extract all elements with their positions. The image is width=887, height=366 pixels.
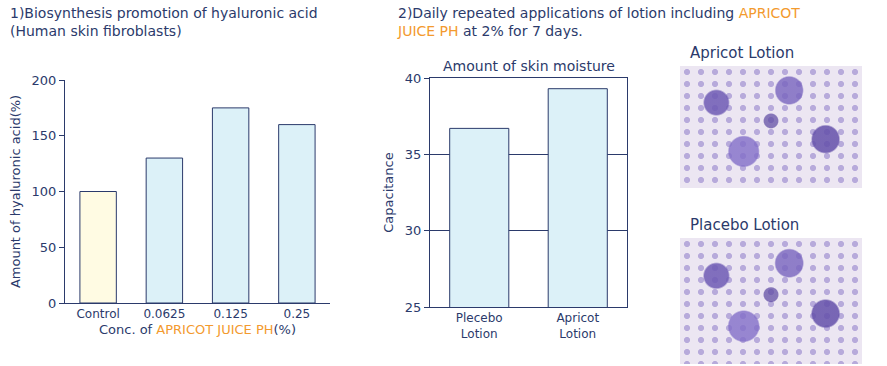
svg-text:Control: Control — [76, 307, 119, 321]
svg-text:150: 150 — [32, 128, 57, 143]
svg-text:PleceboLotion: PleceboLotion — [456, 311, 503, 341]
svg-text:0: 0 — [48, 296, 56, 311]
svg-text:ApricotLotion: ApricotLotion — [556, 311, 599, 341]
svg-text:0.125: 0.125 — [213, 307, 247, 321]
svg-text:1)Biosynthesis promotion of hy: 1)Biosynthesis promotion of hyaluronic a… — [10, 5, 318, 39]
svg-text:2)Daily repeated applications: 2)Daily repeated applications of lotion … — [397, 5, 800, 39]
html-text:Placebo Lotion: Placebo Lotion — [690, 216, 800, 234]
html-text:Apricot Lotion: Apricot Lotion — [690, 44, 795, 62]
svg-text:35: 35 — [405, 147, 422, 162]
svg-text:40: 40 — [405, 71, 422, 86]
svg-text:Conc. of APRICOT JUICE PH(%): Conc. of APRICOT JUICE PH(%) — [99, 322, 296, 337]
svg-text:Capacitance: Capacitance — [381, 152, 396, 232]
svg-text:Amount of skin moisture: Amount of skin moisture — [443, 58, 615, 74]
svg-text:0.25: 0.25 — [284, 307, 311, 321]
svg-text:100: 100 — [32, 184, 57, 199]
svg-text:50: 50 — [40, 240, 57, 255]
svg-text:200: 200 — [32, 73, 57, 88]
svg-text:Amount of hyaluronic acid(%): Amount of hyaluronic acid(%) — [8, 95, 23, 288]
svg-text:30: 30 — [405, 223, 422, 238]
svg-text:0.0625: 0.0625 — [143, 307, 185, 321]
svg-text:25: 25 — [405, 300, 422, 315]
